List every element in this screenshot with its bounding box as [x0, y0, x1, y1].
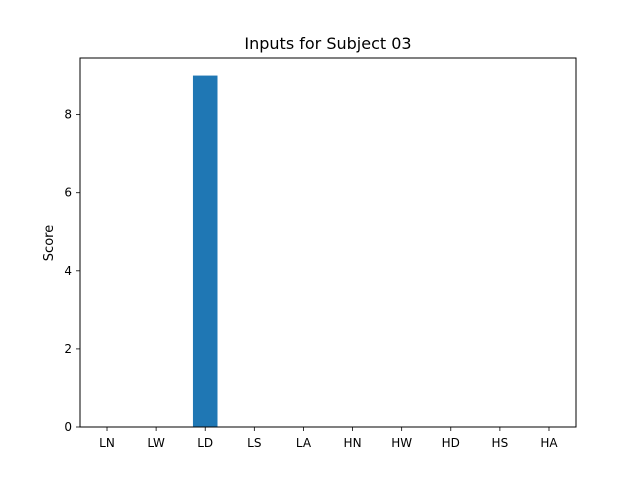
x-tick-label: HW [391, 436, 412, 450]
y-tick-label: 6 [64, 186, 72, 200]
y-ticks-group: 0 2 4 6 8 [64, 108, 80, 434]
x-tick-label: LN [99, 436, 115, 450]
chart-title: Inputs for Subject 03 [244, 34, 411, 53]
x-tick-label: LS [247, 436, 261, 450]
y-tick-label: 2 [64, 342, 72, 356]
y-tick-label: 4 [64, 264, 72, 278]
bar-ld [192, 75, 218, 427]
x-tick-label: LW [147, 436, 165, 450]
bars-group [192, 75, 218, 427]
y-tick-label: 0 [64, 420, 72, 434]
plot-frame [79, 57, 577, 428]
x-tick-label: HA [540, 436, 558, 450]
y-tick-label: 8 [64, 108, 72, 122]
x-tick-label: HS [492, 436, 509, 450]
x-tick-label: LD [197, 436, 213, 450]
x-ticks-group: LN LW LD LS LA HN HW HD HS HA [99, 427, 558, 450]
x-tick-label: HD [442, 436, 460, 450]
y-axis-label: Score [42, 225, 57, 261]
x-tick-label: HN [344, 436, 362, 450]
x-tick-label: LA [296, 436, 312, 450]
